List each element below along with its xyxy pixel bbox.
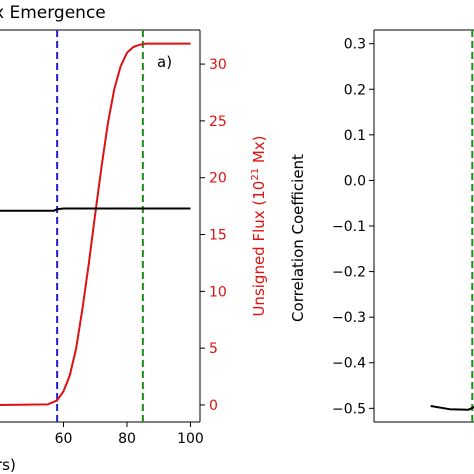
correlation-y-tick-label: 0.2 bbox=[344, 82, 366, 98]
correlation-y-tick-label: −0.3 bbox=[332, 310, 366, 326]
right-y-tick-label: 20 bbox=[209, 171, 227, 187]
y-axis-label-correlation: Correlation Coefficient bbox=[289, 154, 307, 322]
x-axis-label: rs) bbox=[0, 456, 16, 474]
right-series-group bbox=[430, 405, 474, 411]
right-y-tick-label: 25 bbox=[209, 114, 227, 130]
unsigned-flux-series-line bbox=[0, 42, 191, 406]
black-series-line bbox=[0, 207, 191, 212]
correlation-y-tick-label: −0.2 bbox=[332, 265, 366, 281]
x-tick-label: 80 bbox=[118, 431, 136, 447]
correlation-y-tick-label: −0.1 bbox=[332, 219, 366, 235]
right-y-tick-label: 15 bbox=[209, 228, 227, 244]
left-reference-lines bbox=[56, 30, 144, 422]
right-y-axis-label-text: Unsigned Flux (10 bbox=[250, 181, 268, 317]
x-tick-label: 100 bbox=[177, 431, 204, 447]
correlation-y-tick-label: −0.4 bbox=[332, 356, 366, 372]
panel-label: a) bbox=[157, 53, 172, 71]
chart-title: x Emergence bbox=[0, 3, 106, 23]
left-x-ticks: 60 80 100 bbox=[55, 422, 204, 447]
left-right-axis-ticks: 0 5 10 15 20 25 30 bbox=[200, 57, 227, 414]
right-y-tick-label: 10 bbox=[209, 284, 227, 300]
correlation-y-tick-label: 0.3 bbox=[344, 37, 366, 53]
left-series-group bbox=[0, 42, 191, 406]
correlation-y-tick-label: −0.5 bbox=[332, 401, 366, 417]
correlation-y-tick-label: 0.0 bbox=[344, 173, 366, 189]
right-chart-panel: −40 0.30.20.10.0−0.1−0.2−0.3−0.4−0.5 Cor… bbox=[289, 29, 474, 423]
right-y-tick-label: 5 bbox=[209, 341, 218, 357]
x-tick-label: 60 bbox=[55, 431, 73, 447]
right-y-axis-label: Unsigned Flux (1021 Mx) bbox=[250, 135, 268, 316]
right-y-axis-label-exponent: 21 bbox=[250, 168, 261, 181]
right-y-tick-label: 30 bbox=[209, 57, 227, 73]
right-y-ticks: 0.3 0.2 0.1 0.0 −0.1 −0.2 −0.3 −0.4 −0.5 bbox=[332, 37, 374, 417]
right-y-tick-label: 0 bbox=[209, 398, 218, 414]
correlation-series-line bbox=[430, 405, 474, 411]
correlation-y-tick-label: 0.1 bbox=[344, 128, 366, 144]
right-y-axis-label-unit: Mx) bbox=[250, 135, 268, 167]
